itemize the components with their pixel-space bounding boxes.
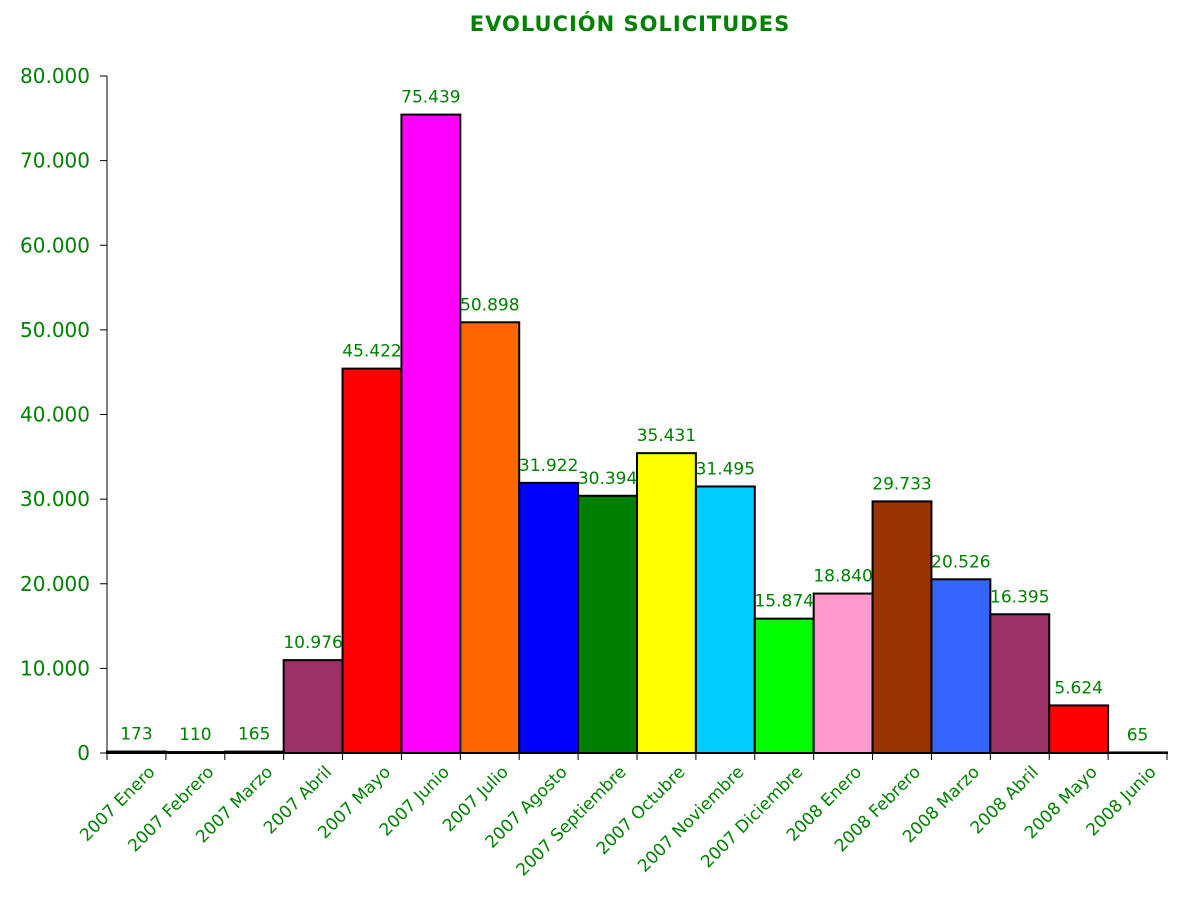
bar [518,481,580,754]
y-tick-label: 60.000 [20,233,90,257]
data-label: 15.874 [754,592,813,612]
bar [400,113,462,754]
data-label: 31.922 [519,456,578,476]
bar [989,613,1051,755]
data-label: 165 [238,725,270,745]
x-tick-label: 2007 Diciembre [697,762,807,872]
bar [930,578,992,754]
y-tick-label: 30.000 [20,487,90,511]
bar [812,592,874,755]
bar [636,452,697,754]
bar [459,321,521,754]
x-tick-label: 2007 Noviembre [634,762,748,876]
data-label: 65 [1127,725,1149,745]
data-label: 29.733 [872,474,931,494]
data-label: 31.495 [696,459,755,479]
data-label: 10.976 [283,633,342,653]
bar [753,617,815,754]
data-label: 45.422 [342,342,401,362]
data-label: 18.840 [813,567,872,587]
bar [1048,704,1110,755]
data-label: 35.431 [637,426,696,446]
bars [106,113,1168,755]
bar [871,500,933,754]
x-tick-label: 2007 Septiembre [512,762,630,880]
y-tick-label: 0 [77,741,90,765]
bar [694,485,756,754]
data-label: 20.526 [931,552,990,572]
y-tick-label: 80.000 [20,64,90,88]
bar [341,367,403,754]
chart-title: EVOLUCIÓN SOLICITUDES [470,11,790,36]
bar [577,494,638,754]
y-axis: 0 10.000 20.000 30.000 40.000 50.000 60.000 70.… [20,64,108,765]
data-label: 50.898 [460,295,519,315]
y-tick-label: 40.000 [20,403,90,427]
bar [282,659,344,754]
data-labels: 173 110 16510.97645.42275.43950.89831.9223… [120,88,1148,746]
data-label: 75.439 [401,88,460,108]
y-tick-label: 20.000 [20,572,90,596]
y-tick-label: 10.000 [20,656,90,680]
data-label: 173 [120,725,152,745]
data-label: 110 [179,725,211,745]
data-label: 30.394 [578,469,637,489]
data-label: 16.395 [990,587,1049,607]
y-tick-label: 70.000 [20,149,90,173]
data-label: 5.624 [1054,678,1103,698]
y-tick-label: 50.000 [20,318,90,342]
